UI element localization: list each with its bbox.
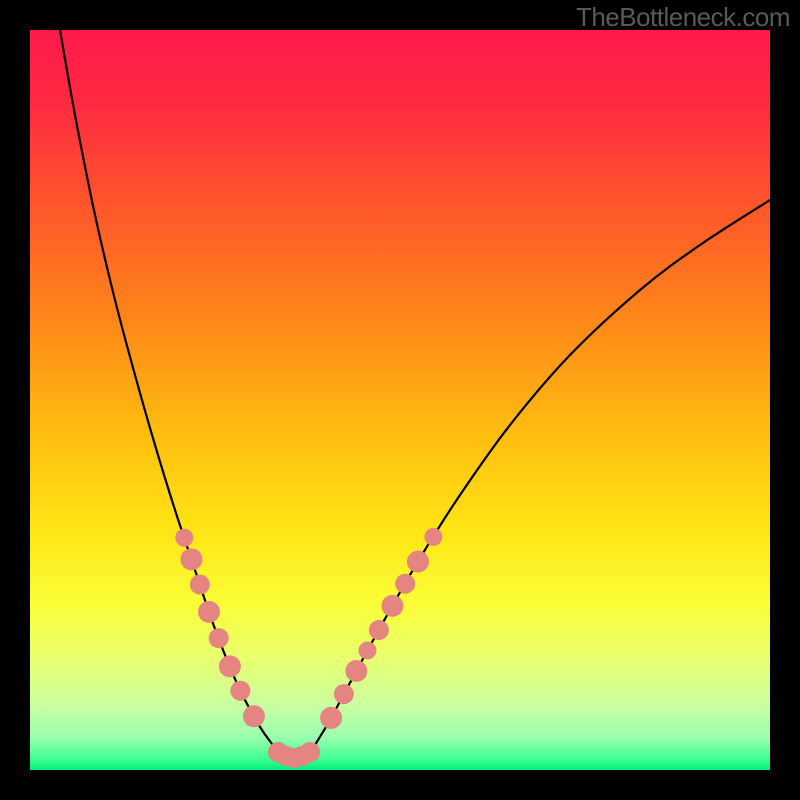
bead-marker <box>369 620 389 640</box>
bead-marker <box>334 684 354 704</box>
bead-marker <box>230 681 250 701</box>
bead-marker <box>345 660 367 682</box>
bead-marker <box>395 574 415 594</box>
bead-marker <box>243 705 265 727</box>
bead-marker <box>300 742 320 762</box>
bead-marker <box>424 528 442 546</box>
bottleneck-chart <box>0 0 800 800</box>
bead-marker <box>198 601 220 623</box>
bead-marker <box>381 595 403 617</box>
bead-marker <box>320 707 342 729</box>
bead-marker <box>190 575 210 595</box>
watermark-text: TheBottleneck.com <box>576 2 790 33</box>
chart-root: TheBottleneck.com <box>0 0 800 800</box>
bead-marker <box>407 551 429 573</box>
bead-marker <box>359 641 377 659</box>
bead-marker <box>219 655 241 677</box>
bead-marker <box>180 548 202 570</box>
bead-marker <box>175 529 193 547</box>
bead-marker <box>209 628 229 648</box>
